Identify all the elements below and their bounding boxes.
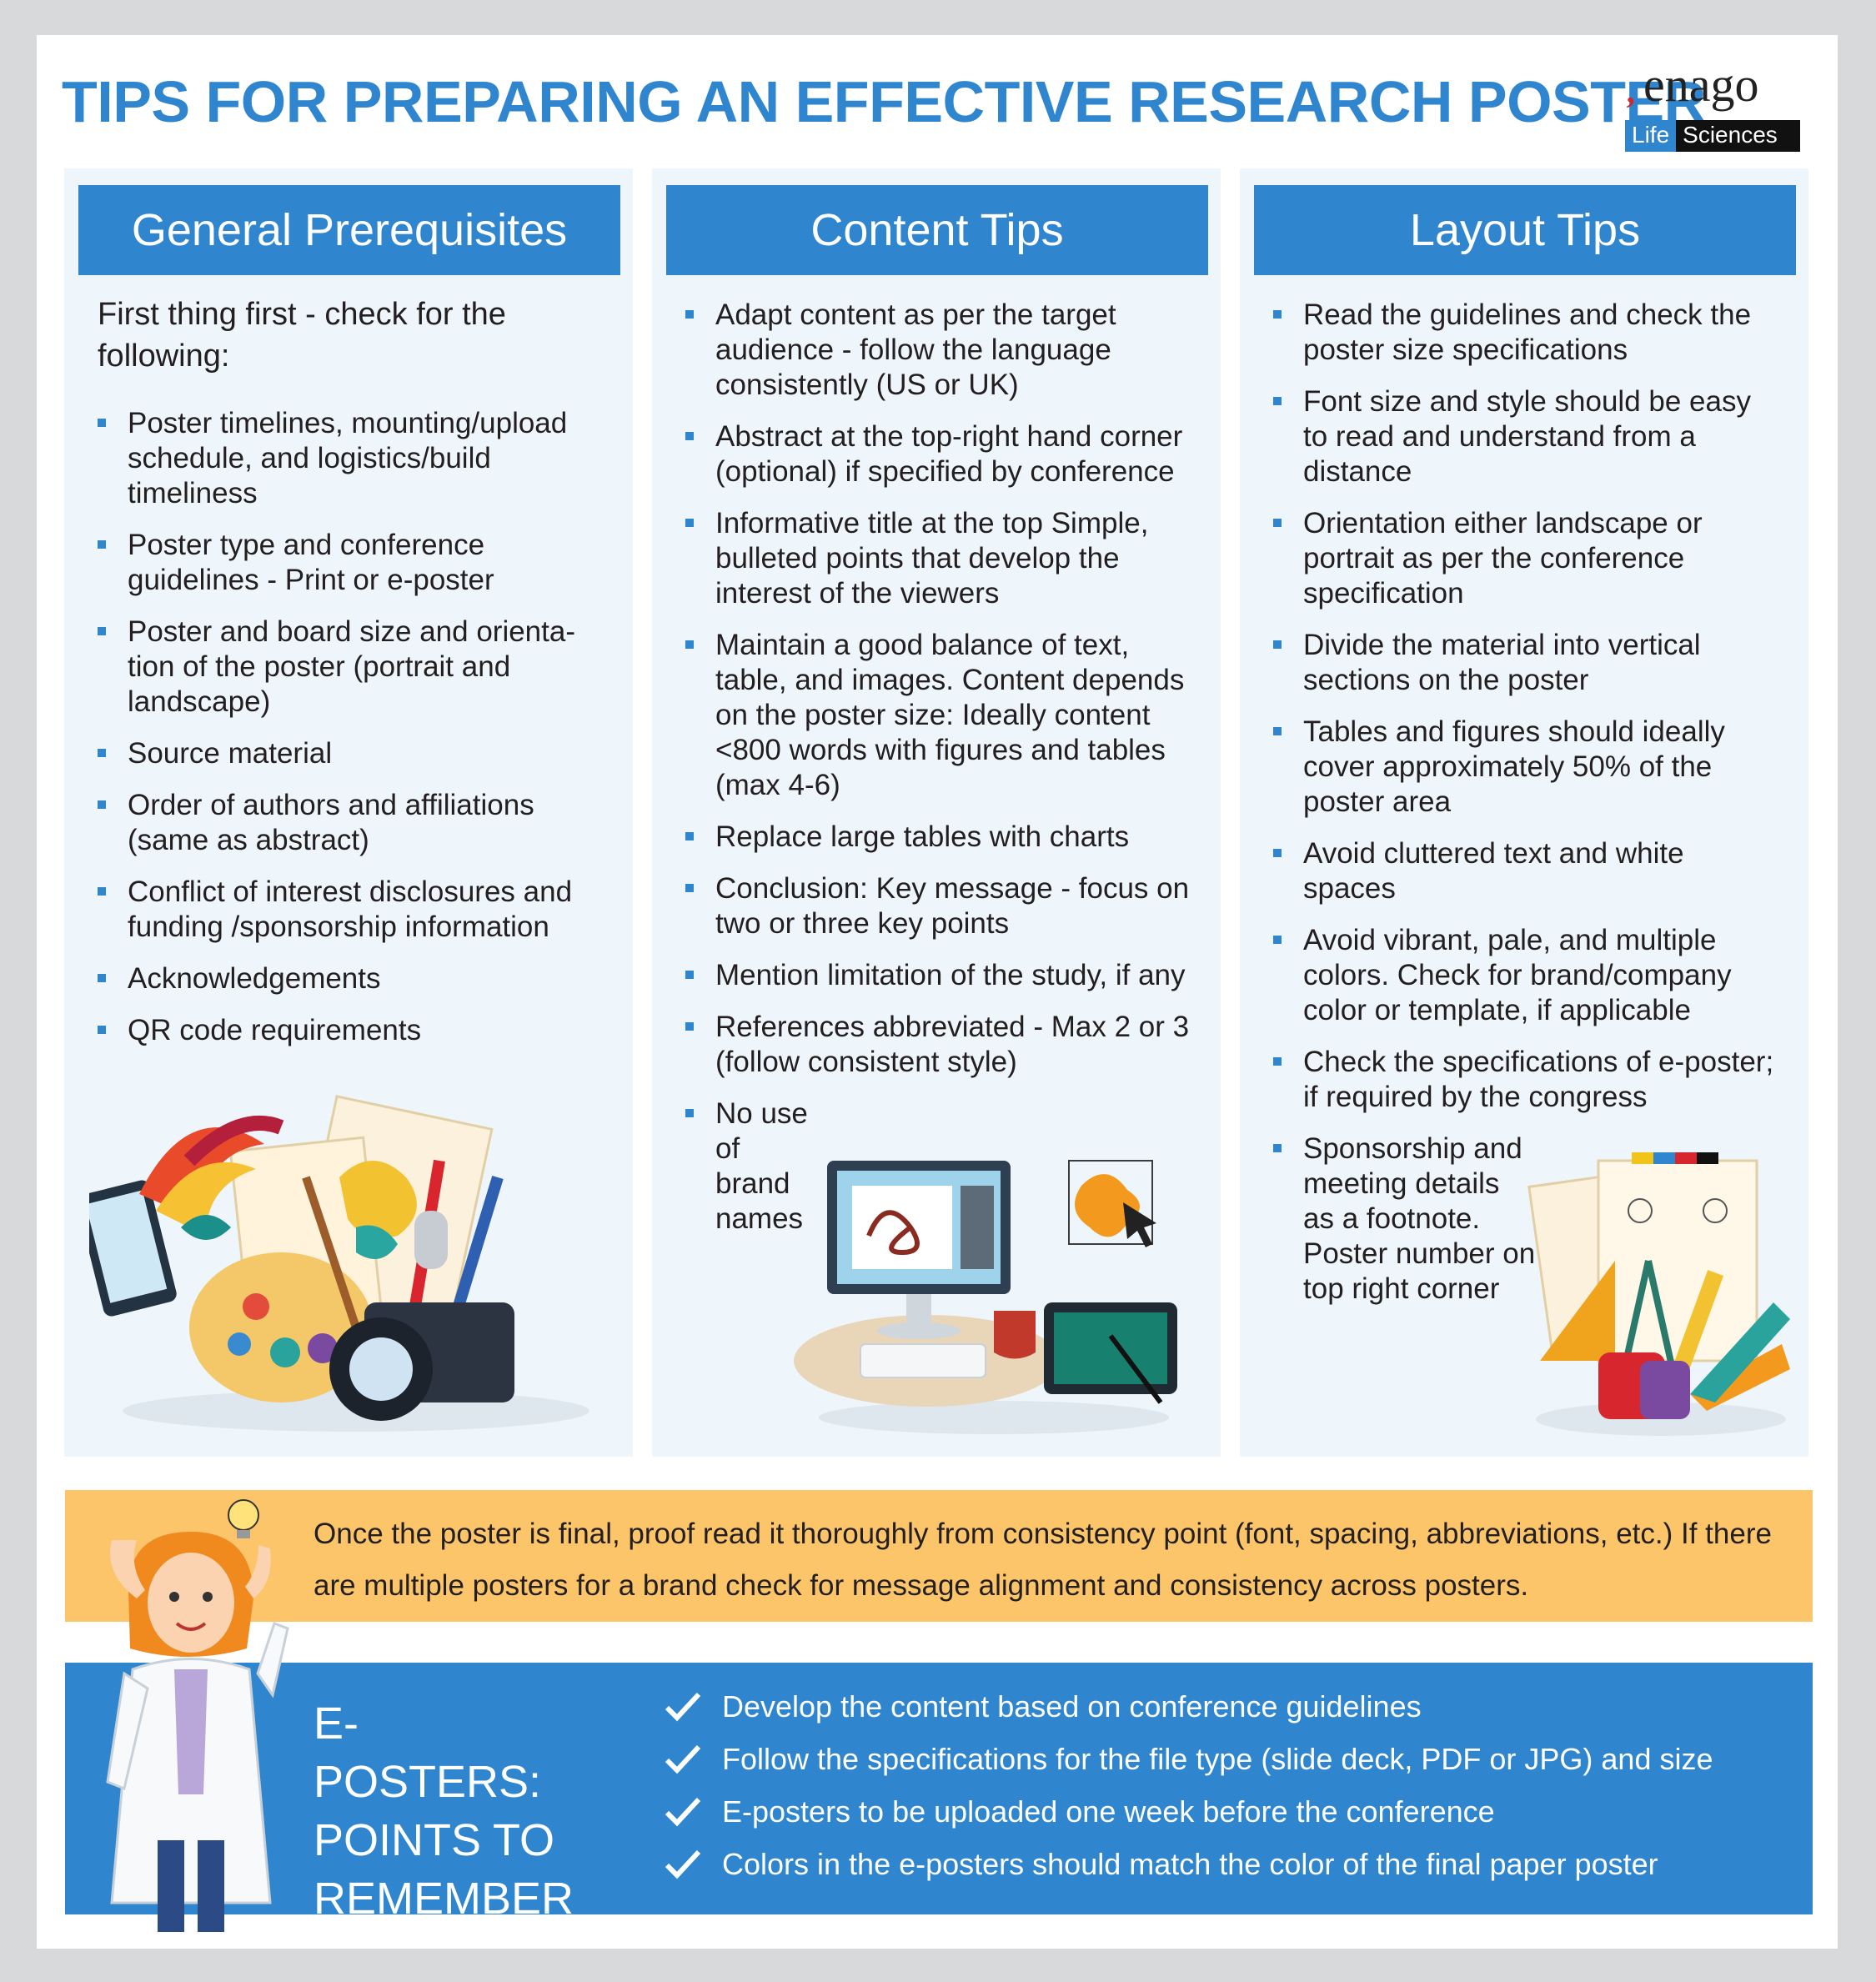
list-item: Acknowledgements [98,961,606,996]
square-bullet-icon [685,884,694,892]
column-content-tips: Content Tips Adapt content as per the ta… [652,168,1221,1457]
square-bullet-icon [685,1109,694,1117]
list-item: Font size and style should be easy to re… [1273,384,1782,489]
check-icon [665,1744,701,1774]
list-item: Maintain a good balance of text, table, … [685,628,1194,803]
list-item: Avoid cluttered text and white spaces [1273,836,1782,906]
list-item: Poster and board size and orienta-tion o… [98,615,606,720]
square-bullet-icon [1273,936,1282,944]
list-item: Avoid vibrant, pale, and multiple colors… [1273,923,1782,1028]
list-item: Poster timelines, mounting/upload schedu… [98,406,606,511]
tips-list: Read the guidelines and check the poster… [1273,298,1782,1323]
list-item: Sponsorship and meeting details as a foo… [1273,1131,1537,1307]
check-icon [665,1849,701,1879]
list-item: Follow the specifications for the file t… [664,1740,1798,1779]
square-bullet-icon [98,800,106,809]
eposters-list: Develop the content based on conference … [664,1688,1798,1898]
square-bullet-icon [685,432,694,440]
logo-bar: Life Sciences [1625,120,1800,152]
list-item: Informative title at the top Simple, bul… [685,506,1194,611]
column-general-prerequisites: General Prerequisites First thing first … [64,168,633,1457]
tips-list: Adapt content as per the target audience… [685,298,1194,1253]
square-bullet-icon [98,419,106,427]
list-item: Replace large tables with charts [685,820,1194,855]
square-bullet-icon [98,540,106,549]
square-bullet-icon [685,519,694,527]
enago-logo: ‚ enago Life Sciences [1625,52,1800,160]
square-bullet-icon [1273,1057,1282,1066]
list-item: Order of authors and affiliations (same … [98,788,606,858]
square-bullet-icon [685,971,694,979]
eposters-title: E-POSTERS: POINTS TO REMEMBER [314,1698,574,1924]
square-bullet-icon [1273,397,1282,405]
square-bullet-icon [1273,727,1282,735]
proofread-panel: Once the poster is final, proof read it … [65,1490,1813,1622]
square-bullet-icon [98,974,106,982]
list-item: Tables and figures should ideally cover … [1273,715,1782,820]
list-item: QR code requirements [98,1013,606,1048]
square-bullet-icon [685,1022,694,1031]
column-heading: Content Tips [666,185,1208,275]
column-heading: General Prerequisites [78,185,620,275]
logo-mark: ‚ [1625,73,1637,110]
column-heading: Layout Tips [1254,185,1796,275]
drafting-tools-illustration [1527,1152,1790,1436]
logo-sciences: Sciences [1683,122,1778,148]
list-item: Divide the material into vertical sectio… [1273,628,1782,698]
computer-workstation-illustration [794,1160,1177,1434]
list-item: Develop the content based on conference … [664,1688,1798,1726]
logo-word: enago [1643,58,1759,112]
tips-list: Poster timelines, mounting/upload schedu… [98,406,606,1065]
square-bullet-icon [685,640,694,649]
column-intro: First thing first - check for the follow… [98,297,506,374]
page-title: TIPS FOR PREPARING AN EFFECTIVE RESEARCH… [62,69,1706,134]
square-bullet-icon [685,310,694,319]
list-item: Abstract at the top-right hand corner (o… [685,419,1194,489]
square-bullet-icon [1273,310,1282,319]
list-item: Colors in the e-posters should match the… [664,1845,1798,1884]
check-icon [665,1692,701,1722]
logo-life: Life [1625,120,1677,152]
infographic-sheet: TIPS FOR PREPARING AN EFFECTIVE RESEARCH… [37,35,1838,1949]
list-item: References abbreviated - Max 2 or 3 (fol… [685,1010,1194,1080]
proofread-text: Once the poster is final, proof read it … [314,1518,1772,1602]
square-bullet-icon [98,1026,106,1034]
square-bullet-icon [685,832,694,840]
check-icon [665,1797,701,1827]
art-supplies-illustration [89,1095,589,1432]
list-item: Mention limitation of the study, if any [685,958,1194,993]
eposters-panel: E-POSTERS: POINTS TO REMEMBER Develop th… [65,1663,1813,1924]
square-bullet-icon [1273,849,1282,857]
list-item: Read the guidelines and check the poster… [1273,298,1782,368]
scientist-illustration [106,1499,289,1932]
square-bullet-icon [1273,1144,1282,1152]
square-bullet-icon [98,887,106,896]
list-item: Conflict of interest disclosures and fun… [98,875,606,945]
list-item: Orientation either landscape or portrait… [1273,506,1782,611]
list-item: No use of brand names [685,1096,815,1237]
square-bullet-icon [1273,640,1282,649]
list-item: E-posters to be uploaded one week before… [664,1793,1798,1831]
square-bullet-icon [98,627,106,635]
list-item: Adapt content as per the target audience… [685,298,1194,403]
column-layout-tips: Layout Tips Read the guidelines and chec… [1240,168,1808,1457]
list-item: Conclusion: Key message - focus on two o… [685,871,1194,941]
square-bullet-icon [98,749,106,757]
list-item: Check the specifications of e-poster; if… [1273,1045,1782,1115]
list-item: Source material [98,736,606,771]
square-bullet-icon [1273,519,1282,527]
list-item: Poster type and conference guidelines - … [98,528,606,598]
